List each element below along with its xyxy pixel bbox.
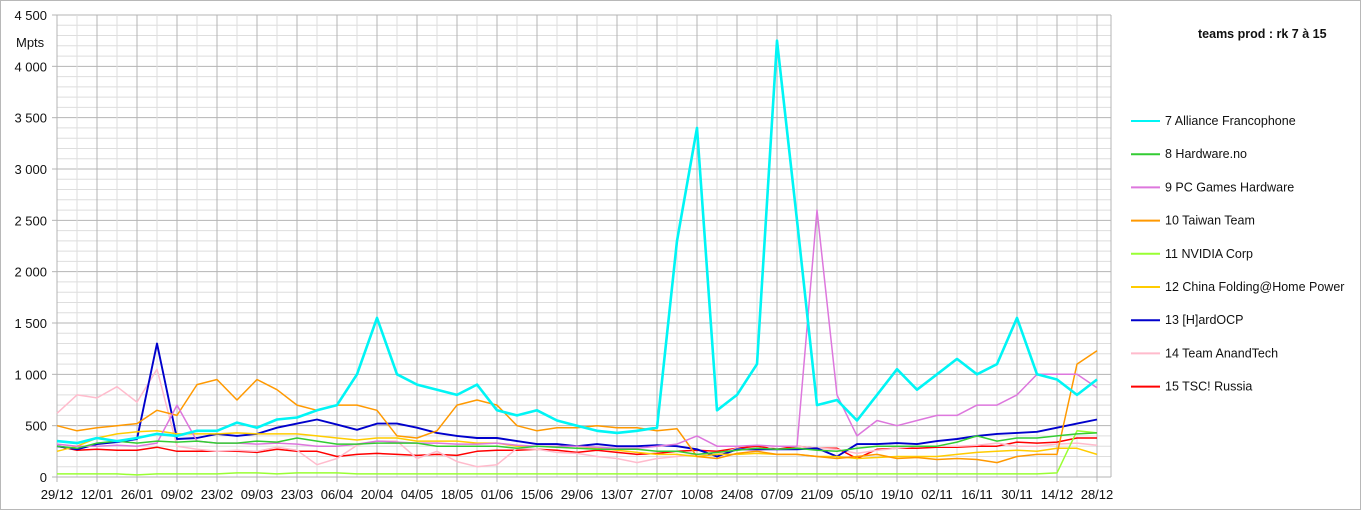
x-axis-ticks: 29/12 12/01 26/01 09/02 23/02 09/03 23/03 06/04… <box>41 477 1114 502</box>
x-tick-label: 24/08 <box>721 487 754 502</box>
x-tick-label: 27/07 <box>641 487 674 502</box>
x-tick-label: 09/02 <box>161 487 194 502</box>
y-tick-label: 1 500 <box>14 316 47 331</box>
x-tick-label: 12/01 <box>81 487 114 502</box>
legend-item: 12 China Folding@Home Power <box>1131 280 1344 294</box>
legend-item: 11 NVIDIA Corp <box>1131 247 1253 261</box>
x-tick-label: 29/12 <box>41 487 74 502</box>
y-tick-label: 1 000 <box>14 367 47 382</box>
series-line-8 <box>56 432 1098 456</box>
x-tick-label: 07/09 <box>761 487 794 502</box>
x-tick-label: 13/07 <box>601 487 634 502</box>
legend-label: 8 Hardware.no <box>1165 147 1247 161</box>
x-tick-label: 15/06 <box>521 487 554 502</box>
legend-label: 9 PC Games Hardware <box>1165 180 1294 194</box>
x-tick-label: 19/10 <box>881 487 914 502</box>
legend-item: 13 [H]ardOCP <box>1131 313 1244 327</box>
legend-item: 7 Alliance Francophone <box>1131 114 1296 128</box>
x-tick-label: 23/02 <box>201 487 234 502</box>
legend-item: 10 Taiwan Team <box>1131 214 1255 228</box>
x-tick-label: 16/11 <box>961 487 993 502</box>
y-tick-label: 500 <box>25 419 47 434</box>
legend-label: 13 [H]ardOCP <box>1165 313 1244 327</box>
x-tick-label: 09/03 <box>241 487 274 502</box>
series-line-7 <box>56 39 1098 445</box>
x-tick-label: 10/08 <box>681 487 714 502</box>
legend-label: 14 Team AnandTech <box>1165 346 1278 360</box>
x-tick-label: 04/05 <box>401 487 434 502</box>
x-tick-label: 23/03 <box>281 487 314 502</box>
x-tick-label: 29/06 <box>561 487 594 502</box>
x-tick-label: 21/09 <box>801 487 834 502</box>
legend-item: 8 Hardware.no <box>1131 147 1247 161</box>
series-line-11 <box>57 430 1098 476</box>
y-tick-label: 2 500 <box>14 213 47 228</box>
grid <box>56 14 1112 478</box>
legend-label: 7 Alliance Francophone <box>1165 114 1296 128</box>
x-tick-label: 02/11 <box>921 487 953 502</box>
x-tick-label: 06/04 <box>321 487 354 502</box>
y-tick-label: 3 500 <box>14 111 47 126</box>
x-tick-label: 20/04 <box>361 487 394 502</box>
legend-item: 9 PC Games Hardware <box>1131 180 1294 194</box>
series-lines <box>56 39 1098 476</box>
legend-label: 11 NVIDIA Corp <box>1165 247 1253 261</box>
y-tick-label: 2 000 <box>14 265 47 280</box>
y-tick-label: 3 000 <box>14 162 47 177</box>
x-tick-label: 14/12 <box>1041 487 1074 502</box>
y-tick-label: 4 500 <box>14 8 47 23</box>
y-tick-label: 0 <box>40 470 47 485</box>
legend-label: 15 TSC! Russia <box>1165 380 1252 394</box>
legend: 7 Alliance Francophone 8 Hardware.no 9 PC … <box>1131 114 1344 394</box>
x-tick-label: 26/01 <box>121 487 154 502</box>
series-line-10 <box>56 350 1098 464</box>
legend-item: 14 Team AnandTech <box>1131 346 1278 360</box>
x-tick-label: 30/11 <box>1001 487 1033 502</box>
y-axis-label: Mpts <box>16 35 45 50</box>
x-tick-label: 18/05 <box>441 487 474 502</box>
chart-title: teams prod : rk 7 à 15 <box>1198 27 1327 41</box>
legend-label: 12 China Folding@Home Power <box>1165 280 1344 294</box>
x-tick-label: 28/12 <box>1081 487 1114 502</box>
legend-label: 10 Taiwan Team <box>1165 214 1255 228</box>
y-axis-ticks: 0 500 1 000 1 500 2 000 2 500 3 000 3 500 4 000 4… <box>14 8 57 485</box>
x-tick-label: 01/06 <box>481 487 514 502</box>
x-tick-label: 05/10 <box>841 487 874 502</box>
legend-item: 15 TSC! Russia <box>1131 380 1252 394</box>
y-tick-label: 4 000 <box>14 59 47 74</box>
